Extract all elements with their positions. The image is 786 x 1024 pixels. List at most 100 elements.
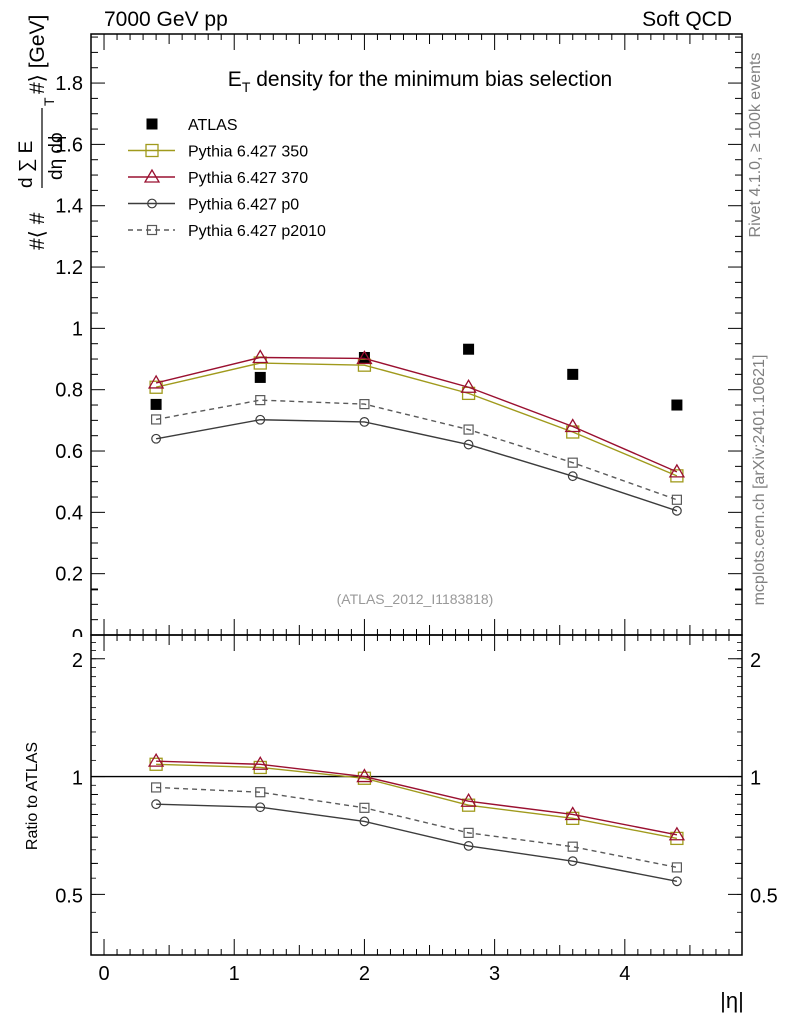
point-pythia-6-427-370-1	[252, 349, 269, 364]
header-right: Soft QCD	[642, 8, 732, 31]
y-label-numerator: d ∑ E	[16, 141, 37, 188]
point-pythia-6-427-p2010-4	[567, 457, 578, 468]
series-line-pythia-6-427-p0	[155, 419, 678, 512]
legend-marker-atlas	[146, 118, 158, 130]
legend-label-pythia-6-427-350: Pythia 6.427 350	[188, 144, 308, 161]
point-pythia-6-427-370-2	[356, 350, 373, 365]
series-line-pythia-6-427-350	[156, 763, 678, 840]
y-tick-label: 1.6	[55, 134, 83, 156]
point-pythia-6-427-p2010-3	[463, 424, 474, 435]
point-pythia-6-427-p2010-5	[671, 494, 683, 505]
y-label-suffix: #⟩ [GeV]	[26, 15, 49, 94]
point-pythia-6-427-p0-2	[359, 816, 370, 827]
main-y-axis-label: #⟨ # d ∑ E dη dϕ T #⟩ [GeV]	[16, 15, 67, 250]
point-pythia-6-427-p2010-2	[359, 399, 370, 410]
series-line-pythia-6-427-p0	[156, 803, 678, 882]
legend-label-pythia-6-427-370: Pythia 6.427 370	[188, 170, 308, 187]
point-pythia-6-427-p2010-4	[567, 841, 578, 852]
x-tick-label: 0	[98, 963, 109, 985]
point-pythia-6-427-p2010-1	[255, 787, 266, 798]
point-atlas-5	[671, 399, 683, 411]
y-tick-label: 1.4	[55, 196, 83, 218]
point-pythia-6-427-p2010-5	[671, 862, 683, 873]
point-pythia-6-427-370-1	[252, 755, 269, 770]
legend: ATLAS Pythia 6.427 350 Pythia 6.427 370 Pyt…	[128, 117, 326, 240]
legend-label-atlas: ATLAS	[188, 117, 238, 134]
legend-label-pythia-6-427-p0: Pythia 6.427 p0	[188, 197, 299, 214]
ratio-plot-frame	[90, 634, 743, 956]
plot-title: ET density for the minimum bias selectio…	[228, 68, 612, 95]
ratio-tick-label-right: 0.5	[750, 885, 778, 907]
point-atlas-1	[254, 371, 266, 383]
ratio-tick-label-right: 2	[750, 650, 761, 672]
x-ticks: 0 1 2 3 4	[98, 34, 730, 985]
point-pythia-6-427-350-2	[357, 358, 372, 372]
y-label-denominator: dη dϕ	[46, 132, 67, 180]
point-pythia-6-427-370-4	[564, 806, 581, 821]
legend-marker-pythia-6-427-350	[145, 143, 159, 158]
ratio-y-ticks: 0.5 0.5 1 1 2 2	[55, 589, 778, 933]
x-tick-label: 1	[229, 963, 240, 985]
point-pythia-6-427-370-2	[356, 768, 373, 783]
x-tick-label: 3	[489, 963, 500, 985]
y-tick-label: 0.6	[55, 441, 83, 463]
point-pythia-6-427-p2010-1	[255, 395, 266, 406]
point-pythia-6-427-370-3	[460, 792, 477, 807]
point-pythia-6-427-p0-1	[255, 414, 266, 425]
point-pythia-6-427-p0-2	[359, 416, 370, 427]
point-pythia-6-427-p2010-2	[359, 802, 370, 813]
point-atlas-0	[150, 398, 162, 410]
point-pythia-6-427-p0-1	[255, 802, 266, 813]
point-pythia-6-427-p0-0	[151, 433, 162, 444]
series-line-pythia-6-427-p2010	[155, 399, 678, 501]
point-pythia-6-427-370-0	[147, 374, 165, 389]
y-tick-label-zero: 0	[72, 626, 83, 648]
ratio-y-axis-label: Ratio to ATLAS	[24, 742, 41, 850]
main-y-ticks: 0.2 0.4 0.6 0.8 1 1.2 1.4 1.6 1.8 0	[55, 36, 742, 648]
series-line-pythia-6-427-370	[156, 760, 678, 836]
series-line-pythia-6-427-p2010	[156, 786, 678, 869]
point-pythia-6-427-p0-4	[567, 856, 578, 867]
legend-marker-pythia-6-427-p0	[147, 198, 157, 209]
point-pythia-6-427-p2010-0	[151, 782, 162, 793]
point-pythia-6-427-p0-3	[463, 841, 474, 851]
ratio-tick-label-left: 0.5	[55, 885, 83, 907]
point-atlas-3	[463, 343, 475, 355]
series-line-pythia-6-427-370	[155, 356, 678, 473]
header-left: 7000 GeV pp	[104, 8, 228, 31]
point-pythia-6-427-p2010-0	[151, 414, 162, 425]
rivet-label: Rivet 4.1.0, ≥ 100k events	[747, 53, 764, 238]
point-pythia-6-427-370-5	[668, 826, 686, 841]
legend-marker-pythia-6-427-p2010	[146, 224, 158, 236]
y-tick-label: 0.8	[55, 380, 83, 402]
point-atlas-4	[567, 368, 579, 380]
x-tick-label: 2	[359, 963, 370, 985]
ratio-tick-label-left: 1	[72, 768, 83, 790]
y-tick-label: 1	[72, 318, 83, 340]
point-pythia-6-427-p0-5	[672, 876, 682, 887]
point-pythia-6-427-370-0	[147, 752, 165, 767]
y-tick-label: 1.8	[55, 73, 83, 95]
x-tick-label: 4	[619, 963, 630, 985]
analysis-watermark: (ATLAS_2012_I1183818)	[337, 591, 494, 607]
point-pythia-6-427-370-3	[460, 378, 477, 393]
point-pythia-6-427-p0-0	[151, 799, 162, 810]
y-label-subscript: T	[41, 97, 57, 106]
legend-label-pythia-6-427-p2010: Pythia 6.427 p2010	[188, 223, 326, 240]
point-pythia-6-427-370-5	[668, 463, 686, 478]
series-line-pythia-6-427-350	[155, 362, 678, 477]
y-tick-label: 0.4	[55, 502, 83, 524]
ratio-series	[147, 752, 686, 887]
legend-marker-pythia-6-427-370	[143, 168, 161, 183]
point-pythia-6-427-p0-5	[672, 505, 682, 516]
x-axis-label: |η|	[720, 988, 744, 1013]
ratio-tick-label-right: 1	[750, 768, 761, 790]
point-pythia-6-427-p0-4	[567, 471, 578, 482]
mcplots-label: mcplots.cern.ch [arXiv:2401.10621]	[751, 355, 768, 606]
y-tick-label: 1.2	[55, 257, 83, 279]
y-label-prefix: #⟨ #	[26, 212, 49, 250]
point-pythia-6-427-p2010-3	[463, 827, 474, 838]
ratio-tick-label-left: 2	[72, 650, 83, 672]
point-pythia-6-427-370-4	[564, 418, 581, 433]
